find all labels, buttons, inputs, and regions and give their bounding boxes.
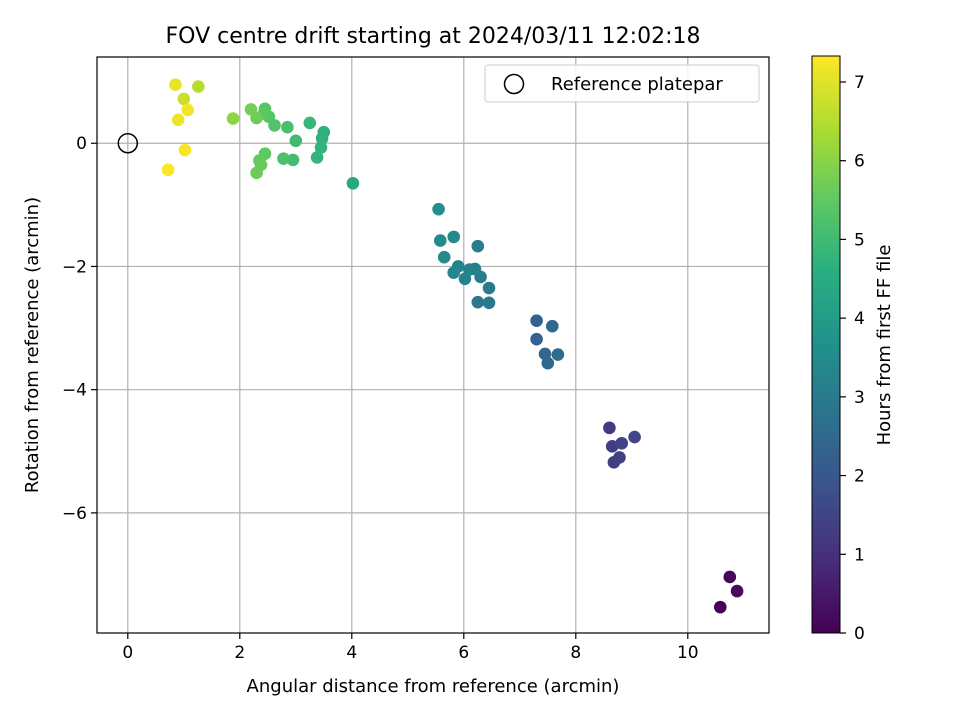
scatter-point [433, 234, 447, 247]
scatter-point [723, 570, 737, 584]
y-axis-ticks: −6 −4 −2 0 [62, 134, 97, 524]
x-tick-label: 0 [122, 643, 133, 663]
legend-box [484, 64, 760, 103]
y-tick-label: 0 [76, 134, 87, 154]
colorbar-gradient [811, 55, 841, 634]
y-axis-label: Rotation from reference (arcmin) [22, 197, 43, 493]
scatter-point [471, 239, 485, 253]
scatter-point [605, 440, 619, 453]
scatter-point [551, 348, 565, 361]
scatter-point [286, 153, 300, 167]
scatter-point [615, 436, 629, 450]
scatter-point [181, 103, 195, 117]
scatter-point [315, 132, 329, 145]
x-axis-ticks: 0 2 4 6 8 10 [122, 633, 699, 663]
colorbar-tick-label: 7 [854, 73, 865, 93]
x-tick-label: 6 [458, 643, 469, 663]
scatter-point [447, 230, 461, 244]
scatter-point [545, 319, 559, 333]
colorbar-tick-label: 3 [854, 388, 865, 408]
scatter-point [314, 141, 328, 154]
scatter-points [161, 78, 744, 614]
scatter-point [192, 80, 205, 93]
scatter-point [437, 250, 451, 264]
plot-frame [96, 56, 770, 634]
scatter-point [281, 120, 294, 134]
reference-platepar-marker [117, 132, 139, 154]
scatter-point [289, 134, 303, 148]
scatter-point [178, 143, 192, 157]
scatter-point [250, 166, 263, 180]
colorbar-tick-label: 6 [854, 152, 865, 172]
x-tick-label: 4 [346, 643, 357, 663]
colorbar: 0 1 2 3 4 5 6 7 Hours from first FF file [811, 55, 895, 644]
x-tick-label: 8 [570, 643, 581, 663]
x-tick-label: 10 [677, 643, 699, 663]
x-axis-label: Angular distance from reference (arcmin) [247, 676, 620, 697]
scatter-point [713, 600, 727, 614]
grid-lines [97, 57, 769, 633]
scatter-point [603, 421, 616, 435]
y-tick-label: −2 [62, 257, 87, 277]
scatter-point [530, 332, 543, 346]
scatter-point [310, 151, 324, 164]
y-tick-label: −4 [62, 381, 87, 401]
x-tick-label: 2 [234, 643, 245, 663]
colorbar-tick-label: 1 [854, 545, 865, 565]
scatter-point [458, 272, 472, 286]
scatter-point [226, 112, 240, 125]
chart-title: FOV centre drift starting at 2024/03/11 … [166, 24, 701, 49]
scatter-point [471, 295, 485, 309]
colorbar-tick-label: 2 [854, 467, 865, 487]
scatter-point [171, 113, 185, 127]
scatter-point [303, 116, 317, 130]
y-tick-label: −6 [62, 504, 87, 524]
colorbar-ticks: 0 1 2 3 4 5 6 7 [840, 73, 865, 644]
scatter-point [161, 163, 175, 177]
scatter-point [628, 430, 641, 444]
scatter-point [277, 152, 290, 165]
colorbar-tick-label: 4 [854, 309, 865, 329]
scatter-point [177, 92, 191, 106]
scatter-point [244, 103, 258, 116]
scatter-point [530, 314, 543, 327]
scatter-point [482, 296, 496, 310]
scatter-point [432, 202, 445, 216]
colorbar-tick-label: 0 [854, 624, 865, 644]
scatter-point [169, 78, 182, 92]
scatter-point [482, 281, 496, 295]
scatter-point [447, 266, 461, 279]
colorbar-tick-label: 5 [854, 230, 865, 250]
scatter-point [541, 356, 555, 370]
colorbar-label: Hours from first FF file [874, 245, 895, 446]
scatter-point [346, 176, 360, 190]
scatter-point [730, 584, 744, 598]
scatter-point [613, 451, 626, 464]
legend-reference-icon [503, 73, 525, 95]
legend-label: Reference platepar [551, 74, 723, 95]
legend: Reference platepar [484, 64, 760, 103]
